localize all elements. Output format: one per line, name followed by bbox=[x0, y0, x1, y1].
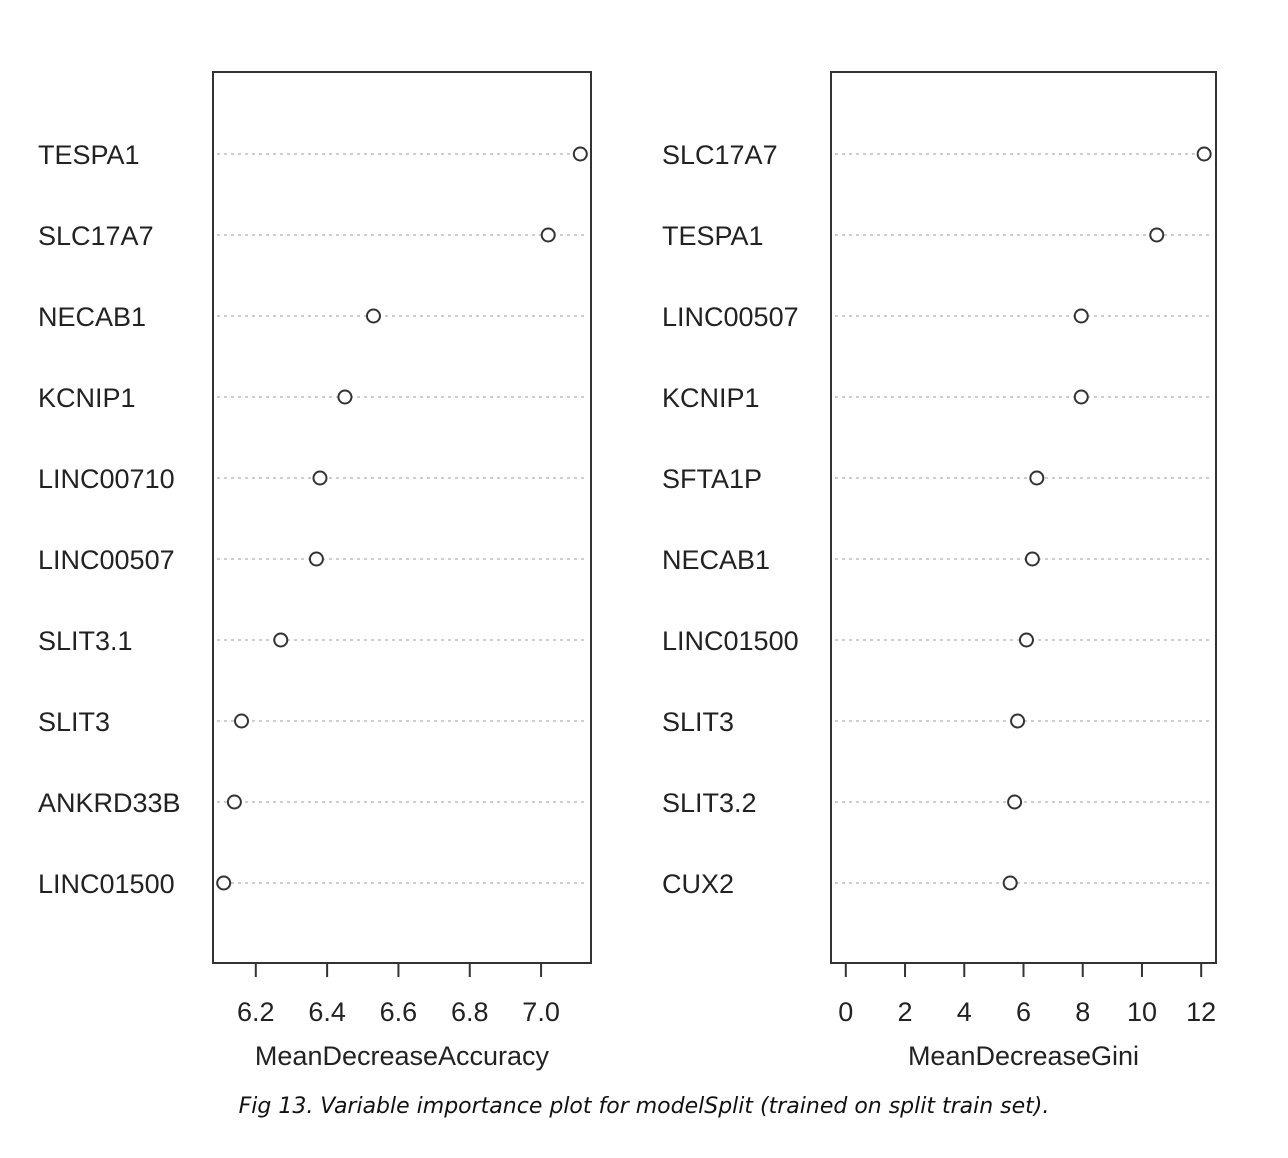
gene-label: ANKRD33B bbox=[38, 788, 181, 818]
data-point bbox=[1002, 875, 1018, 891]
gene-label: KCNIP1 bbox=[662, 383, 760, 413]
tick-label: 7.0 bbox=[522, 997, 560, 1027]
data-point bbox=[273, 632, 289, 648]
gene-label: CUX2 bbox=[662, 869, 734, 899]
data-point bbox=[572, 146, 588, 162]
gene-label: SLIT3.2 bbox=[662, 788, 757, 818]
tick-label: 12 bbox=[1186, 997, 1216, 1027]
gene-label: NECAB1 bbox=[38, 302, 146, 332]
gene-label: NECAB1 bbox=[662, 545, 770, 575]
tick-label: 8 bbox=[1075, 997, 1090, 1027]
data-point bbox=[1024, 551, 1040, 567]
gene-label: SLC17A7 bbox=[38, 221, 154, 251]
gene-label: SLIT3 bbox=[38, 707, 110, 737]
data-point bbox=[234, 713, 250, 729]
x-axis-label: MeanDecreaseAccuracy bbox=[255, 1041, 550, 1071]
data-point bbox=[1029, 470, 1045, 486]
tick-label: 2 bbox=[898, 997, 913, 1027]
data-point bbox=[308, 551, 324, 567]
data-point bbox=[1010, 713, 1026, 729]
gene-label: LINC01500 bbox=[662, 626, 799, 656]
x-axis-label: MeanDecreaseGini bbox=[908, 1041, 1139, 1071]
tick-label: 6 bbox=[1016, 997, 1031, 1027]
data-point bbox=[226, 794, 242, 810]
gene-label: SLC17A7 bbox=[662, 140, 778, 170]
data-point bbox=[540, 227, 556, 243]
tick-label: 6.4 bbox=[308, 997, 346, 1027]
data-point bbox=[1018, 632, 1034, 648]
plot-frame bbox=[830, 71, 1217, 964]
data-point bbox=[365, 308, 381, 324]
plot-frame bbox=[212, 71, 592, 964]
tick-label: 6.2 bbox=[237, 997, 275, 1027]
tick-label: 6.8 bbox=[451, 997, 489, 1027]
tick-label: 4 bbox=[957, 997, 972, 1027]
gene-label: LINC00507 bbox=[38, 545, 175, 575]
tick-label: 0 bbox=[838, 997, 853, 1027]
data-point bbox=[1073, 389, 1089, 405]
figure-caption: Fig 13. Variable importance plot for mod… bbox=[238, 1094, 1050, 1119]
data-point bbox=[1196, 146, 1212, 162]
gene-label: KCNIP1 bbox=[38, 383, 136, 413]
tick-label: 6.6 bbox=[380, 997, 418, 1027]
data-point bbox=[1073, 308, 1089, 324]
variable-importance-figure: TESPA1 SLC17A7 NECAB1 KCNIP1 LINC00710 LINC00… bbox=[38, 71, 1217, 1071]
gene-label: LINC01500 bbox=[38, 869, 175, 899]
chart-panel-1: TESPA1 SLC17A7 NECAB1 KCNIP1 LINC00710 LINC00… bbox=[38, 71, 592, 1071]
data-point bbox=[312, 470, 328, 486]
gene-label: SFTA1P bbox=[662, 464, 762, 494]
data-point bbox=[1149, 227, 1165, 243]
data-point bbox=[1007, 794, 1023, 810]
data-point bbox=[337, 389, 353, 405]
gene-label: LINC00710 bbox=[38, 464, 175, 494]
chart-panel-2: SLC17A7 TESPA1 LINC00507 KCNIP1 SFTA1P NECAB1… bbox=[662, 71, 1217, 1071]
gene-label: TESPA1 bbox=[38, 140, 140, 170]
gene-label: LINC00507 bbox=[662, 302, 799, 332]
gene-label: SLIT3.1 bbox=[38, 626, 133, 656]
gene-label: TESPA1 bbox=[662, 221, 764, 251]
gene-label: SLIT3 bbox=[662, 707, 734, 737]
tick-label: 10 bbox=[1127, 997, 1157, 1027]
data-point bbox=[216, 875, 232, 891]
